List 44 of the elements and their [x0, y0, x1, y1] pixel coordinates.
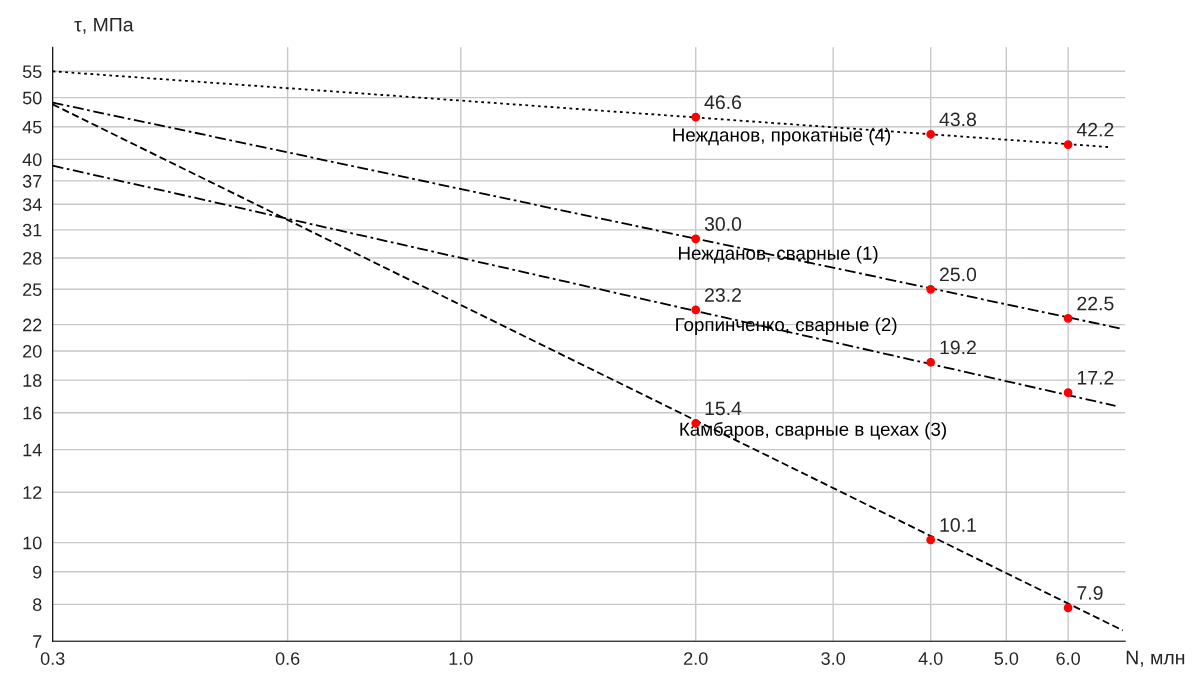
series-label: Нежданов, прокатные (4): [673, 127, 891, 146]
y-tick-label: 8: [33, 598, 42, 612]
x-tick-label: 5.0: [994, 652, 1019, 665]
y-tick-label: 40: [22, 153, 42, 167]
data-label: 23.2: [705, 288, 741, 302]
data-label: 17.2: [1077, 370, 1114, 385]
data-label: 7.9: [1077, 586, 1103, 600]
y-tick-label: 22: [23, 318, 42, 332]
y-tick-label: 31: [22, 223, 42, 237]
y-tick-label: 10: [23, 536, 42, 550]
x-tick-label: 4.0: [918, 652, 943, 665]
y-tick-label: 34: [22, 198, 42, 212]
data-label: 19.2: [940, 340, 976, 355]
y-axis-title: τ, МПа: [74, 17, 134, 34]
y-tick-label: 9: [33, 565, 42, 579]
x-tick-label: 0.6: [275, 652, 300, 665]
y-tick-label: 37: [22, 174, 42, 188]
x-tick-label: 2.0: [684, 652, 708, 665]
x-axis-title: N, млн: [1126, 650, 1185, 667]
series-label: Нежданов, сварные (1): [679, 246, 878, 264]
data-label: 10.1: [940, 518, 976, 532]
data-label: 42.2: [1076, 122, 1114, 137]
y-tick-label: 55: [22, 65, 42, 79]
data-label: 30.0: [704, 217, 742, 231]
y-tick-label: 50: [22, 91, 42, 105]
y-tick-label: 45: [22, 120, 42, 134]
y-tick-label: 20: [23, 344, 42, 358]
data-label: 43.8: [939, 112, 977, 127]
y-tick-label: 12: [23, 486, 42, 499]
x-tick-label: 1.0: [449, 652, 473, 665]
y-tick-label: 14: [23, 443, 42, 457]
data-label: 25.0: [939, 267, 977, 282]
x-tick-label: 6.0: [1056, 652, 1080, 665]
y-tick-label: 28: [23, 251, 42, 265]
data-label: 22.5: [1077, 296, 1114, 311]
x-tick-label: 0.3: [40, 652, 65, 665]
x-tick-label: 3.0: [821, 652, 846, 665]
y-tick-label: 18: [23, 374, 42, 387]
y-tick-label: 7: [33, 635, 42, 648]
data-label: 15.4: [705, 401, 742, 416]
y-tick-label: 16: [23, 406, 42, 420]
y-tick-label: 25: [23, 283, 42, 297]
data-label: 46.6: [704, 95, 742, 110]
series-label: Камбаров, сварные в цехах (3): [680, 421, 946, 440]
